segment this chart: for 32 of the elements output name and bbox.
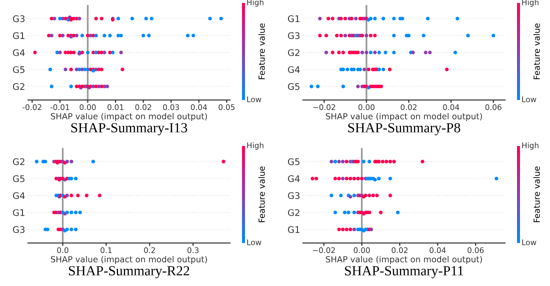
y-tick-label: G5 <box>288 158 300 166</box>
x-axis-title: SHAP value (impact on model output) <box>326 256 482 264</box>
y-tick-label: G3 <box>12 15 24 22</box>
color-bar-title: Feature value <box>258 166 265 222</box>
y-tick-label: G2 <box>288 209 300 216</box>
y-tick-label: G5 <box>12 66 24 74</box>
y-tick-label: G4 <box>12 49 25 56</box>
color-bar-title: Feature value <box>533 166 540 222</box>
color-bar-title: Feature value <box>533 23 540 80</box>
text: SHAP-Summary-R22 <box>68 266 190 278</box>
text: SHAP-Summary-P8 <box>348 123 460 136</box>
x-axis-title: SHAP value (impact on model output) <box>50 112 207 122</box>
y-tick-label: G2 <box>12 158 24 166</box>
y-tick-label: G1 <box>12 209 24 216</box>
y-tick-label: G5 <box>288 83 300 90</box>
y-tick-label: G3 <box>288 192 300 200</box>
y-tick-label: G3 <box>12 226 24 233</box>
color-bar-title: Feature value <box>258 23 265 80</box>
y-tick-label: G2 <box>12 83 24 90</box>
y-tick-label: G3 <box>288 32 300 40</box>
y-tick-label: G1 <box>288 226 300 233</box>
text: SHAP-Summary-P11 <box>345 266 464 278</box>
y-tick-label: G1 <box>12 32 24 40</box>
y-tick-label: G2 <box>288 49 300 56</box>
x-axis-title: SHAP value (impact on model output) <box>326 112 482 122</box>
y-tick-label: G4 <box>12 192 25 200</box>
y-tick-label: G4 <box>288 175 300 182</box>
text: SHAP-Summary-I13 <box>71 123 188 136</box>
y-tick-label: G1 <box>288 15 300 22</box>
y-tick-label: G4 <box>288 66 300 74</box>
x-axis-title: SHAP value (impact on model output) <box>50 256 207 264</box>
y-tick-label: G5 <box>12 175 24 182</box>
